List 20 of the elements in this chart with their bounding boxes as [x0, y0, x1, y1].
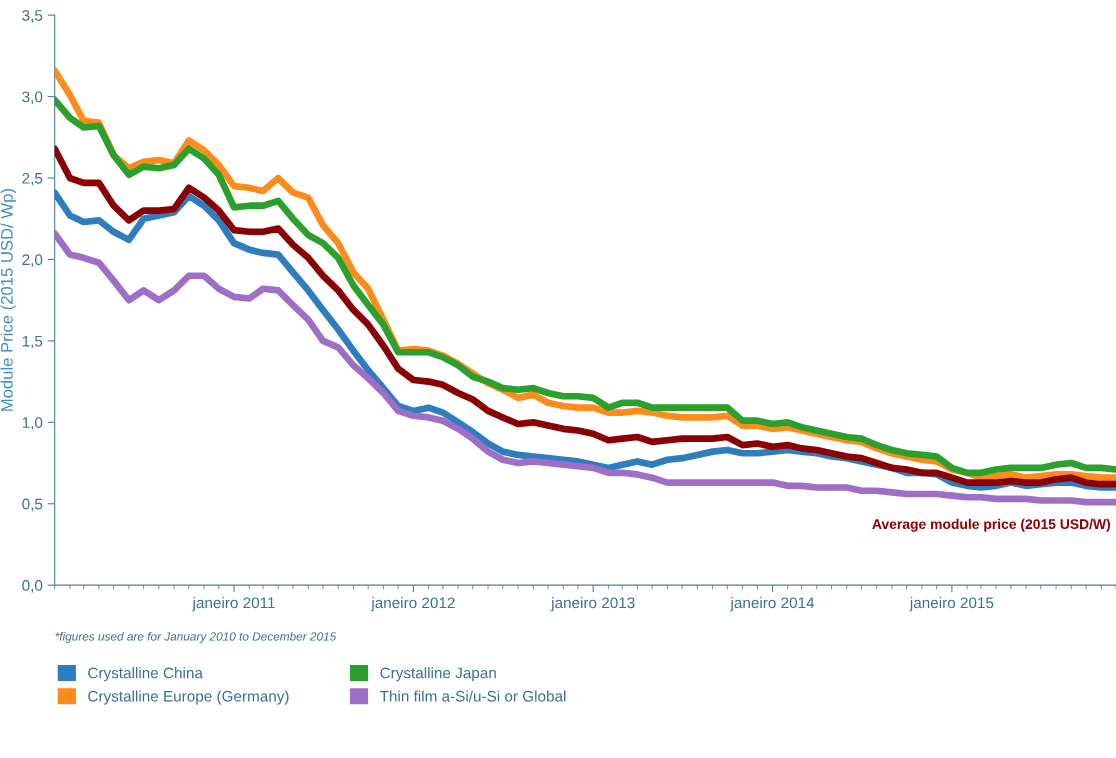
legend-label: Crystalline China: [88, 667, 203, 682]
legend-label: Crystalline Japan: [380, 667, 496, 682]
y-tick-label: 3,0: [22, 91, 43, 105]
x-tick-label: janeiro 2013: [550, 596, 635, 612]
y-tick-label: 0,5: [22, 498, 43, 512]
y-tick-label: 0,0: [22, 580, 43, 593]
x-tick-label: janeiro 2012: [370, 596, 455, 612]
y-tick-label: 2,0: [22, 254, 43, 267]
x-tick-label: janeiro 2011: [192, 596, 275, 612]
y-tick-label: 1,0: [22, 417, 43, 430]
legend-label: Thin film a-Si/u-Si or Global: [379, 690, 566, 702]
x-tick-label: janeiro 2014: [730, 596, 815, 612]
y-tick-label: 1,5: [22, 335, 43, 349]
y-axis-title: Module Price (2015 USD/ Wp): [0, 189, 17, 411]
x-tick-label: janeiro 2015: [909, 596, 994, 612]
y-tick-label: 2,5: [22, 172, 43, 186]
text: *figures used are for January 2010 to December 2015: [55, 631, 337, 643]
annotation: Average module price (2015 USD/W): [872, 518, 1111, 532]
legend-label: Crystalline Europe (Germany): [88, 690, 289, 705]
y-tick-label: 3,5: [22, 10, 43, 23]
